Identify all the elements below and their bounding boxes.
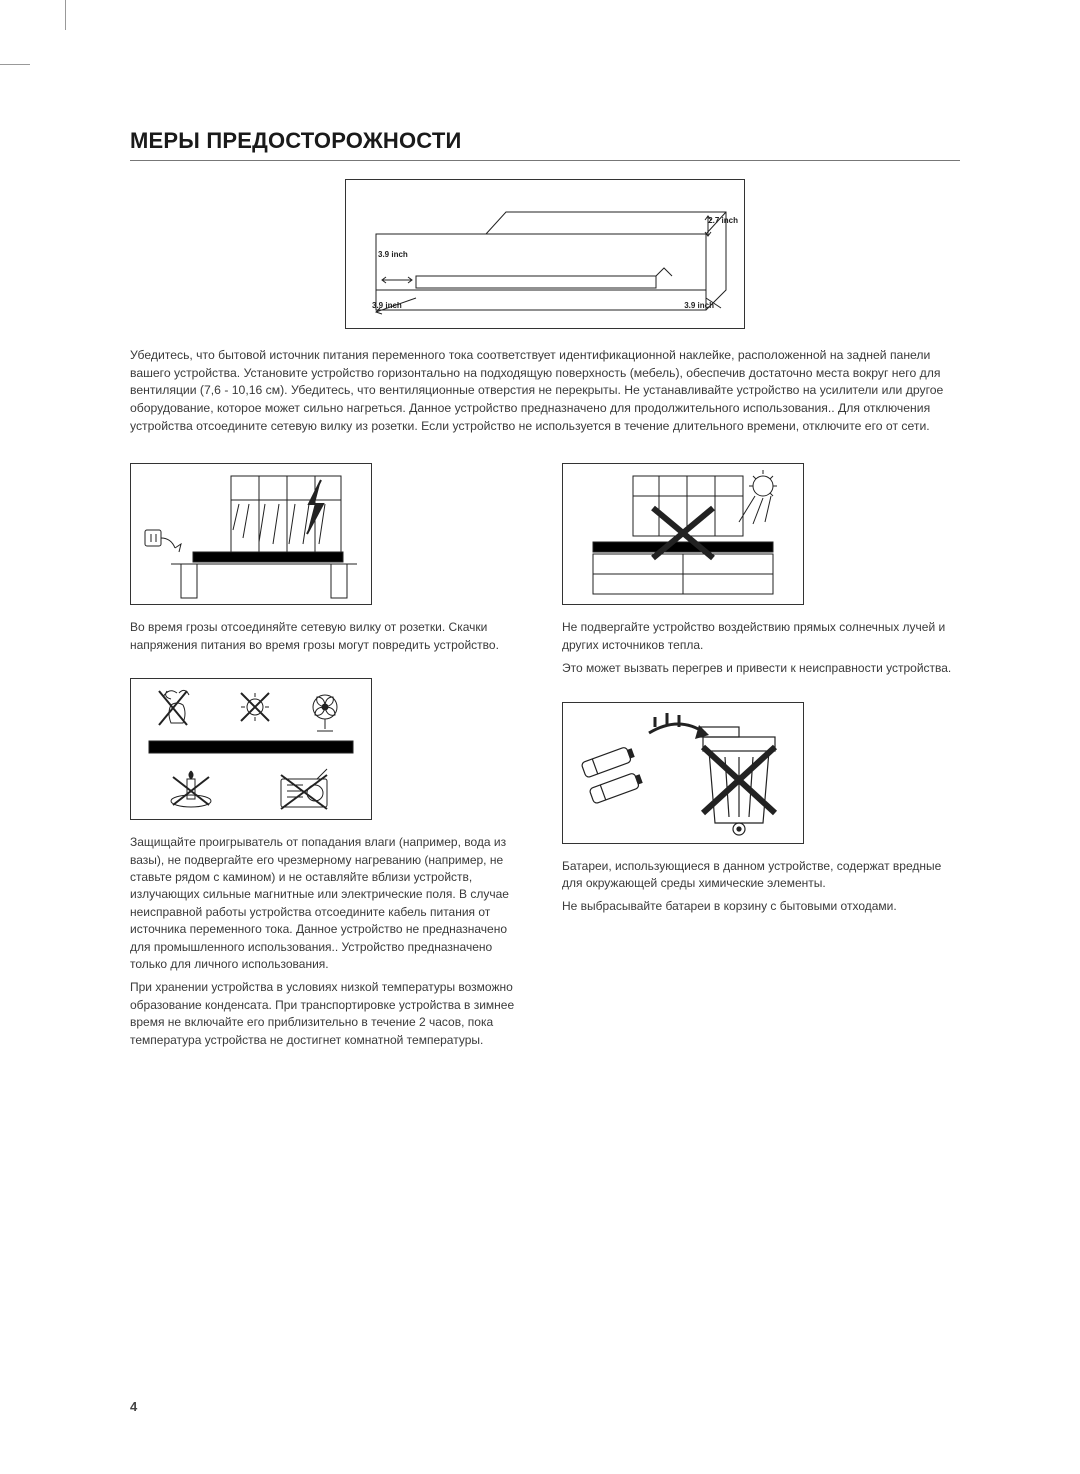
storm-figure — [130, 463, 372, 605]
shelf-figure: 2.7 inch 3.9 inch 3.9 inch 3.9 inch — [345, 179, 745, 329]
crop-mark — [65, 0, 66, 30]
two-columns: Во время грозы отсоединяйте сетевую вилк… — [130, 463, 960, 1072]
storm-text: Во время грозы отсоединяйте сетевую вилк… — [130, 619, 528, 654]
manual-page: МЕРЫ ПРЕДОСТОРОЖНОСТИ — [0, 0, 1080, 1474]
dim-bottom-right: 3.9 inch — [684, 301, 714, 310]
battery-figure — [562, 702, 804, 844]
dim-top: 2.7 inch — [708, 216, 738, 225]
dim-mid-left: 3.9 inch — [378, 250, 408, 259]
sunlight-caption: Не подвергайте устройство воздействию пр… — [562, 619, 960, 677]
shelf-figure-wrap: 2.7 inch 3.9 inch 3.9 inch 3.9 inch — [130, 179, 960, 329]
protect-text-2: При хранении устройства в условиях низко… — [130, 979, 528, 1049]
hazards-caption: Защищайте проигрыватель от попадания вла… — [130, 834, 528, 1049]
protect-text-1: Защищайте проигрыватель от попадания вла… — [130, 834, 528, 973]
right-column: Не подвергайте устройство воздействию пр… — [562, 463, 960, 1072]
sunlight-figure — [562, 463, 804, 605]
battery-caption: Батареи, использующиеся в данном устройс… — [562, 858, 960, 916]
battery-text-1: Батареи, использующиеся в данном устройс… — [562, 858, 960, 893]
sun-text-2: Это может вызвать перегрев и привести к … — [562, 660, 960, 677]
page-title: МЕРЫ ПРЕДОСТОРОЖНОСТИ — [130, 128, 960, 154]
battery-text-2: Не выбрасывайте батареи в корзину с быто… — [562, 898, 960, 915]
title-rule — [130, 160, 960, 161]
hazards-figure — [130, 678, 372, 820]
left-column: Во время грозы отсоединяйте сетевую вилк… — [130, 463, 528, 1072]
dim-left: 3.9 inch — [372, 301, 402, 310]
page-number: 4 — [130, 1399, 137, 1414]
storm-caption: Во время грозы отсоединяйте сетевую вилк… — [130, 619, 528, 654]
crop-mark — [0, 64, 30, 65]
intro-paragraph: Убедитесь, что бытовой источник питания … — [130, 347, 960, 435]
sun-text-1: Не подвергайте устройство воздействию пр… — [562, 619, 960, 654]
